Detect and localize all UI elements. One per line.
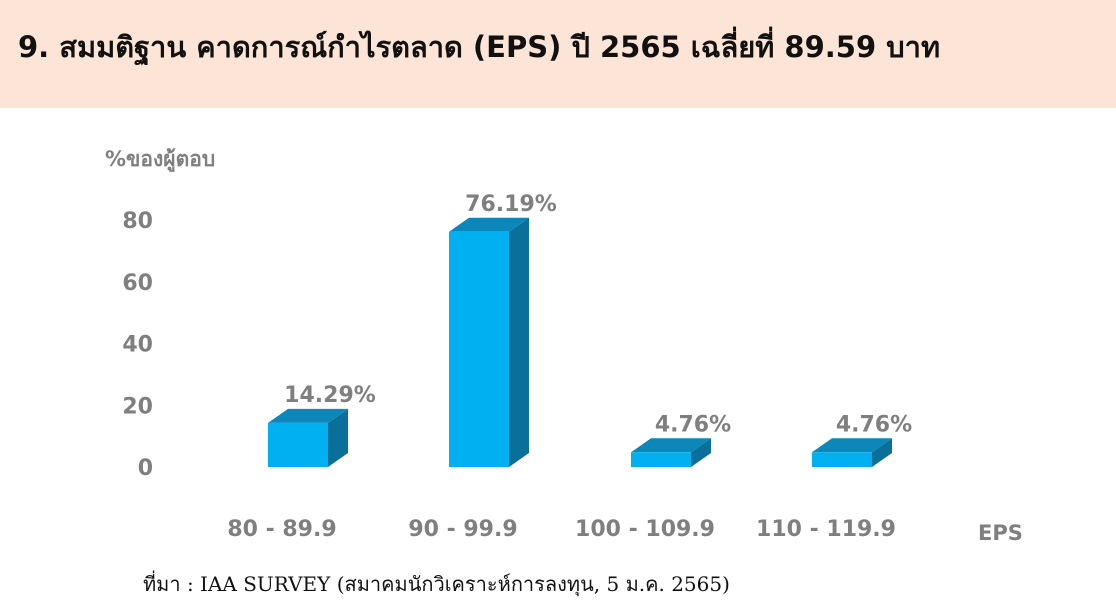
bar-1: [268, 408, 348, 467]
title-banner: 9. สมมติฐาน คาดการณ์กำไรตลาด (EPS) ปี 25…: [0, 0, 1116, 108]
y-tick-label: 80: [122, 209, 153, 234]
bar-front: [268, 422, 328, 467]
bar-4: [812, 438, 892, 467]
eps-bar-chart: %ของผู้ตอบ EPS 0 20 40 60 80 80 - 89.9 90 - 9…: [105, 147, 1023, 545]
x-axis-ticks: 80 - 89.9 90 - 99.9 100 - 109.9 110 - 119.9: [227, 517, 896, 542]
bar-2: [449, 217, 529, 467]
x-tick-label: 80 - 89.9: [227, 517, 336, 542]
bar-front: [449, 231, 509, 467]
y-tick-label: 20: [122, 394, 153, 419]
bar-side: [691, 438, 711, 467]
y-tick-label: 60: [122, 271, 153, 296]
bar-top: [812, 438, 892, 453]
x-tick-label: 100 - 109.9: [575, 517, 715, 542]
data-label: 4.76%: [655, 412, 731, 437]
y-tick-label: 40: [122, 333, 153, 358]
bar-top: [449, 217, 529, 232]
bar-top: [268, 408, 348, 423]
data-label: 14.29%: [284, 383, 376, 408]
data-label: 4.76%: [836, 412, 912, 437]
page-title: 9. สมมติฐาน คาดการณ์กำไรตลาด (EPS) ปี 25…: [18, 30, 941, 64]
y-axis-ticks: 0 20 40 60 80: [122, 209, 153, 481]
bar-front: [631, 452, 691, 467]
y-tick-label: 0: [138, 456, 153, 481]
x-tick-label: 110 - 119.9: [756, 517, 896, 542]
bar-3: [631, 438, 711, 467]
bar-side: [872, 438, 892, 467]
data-label: 76.19%: [465, 192, 557, 217]
x-axis-label: EPS: [978, 521, 1023, 545]
bar-top: [631, 438, 711, 453]
y-axis-label: %ของผู้ตอบ: [105, 147, 215, 173]
bars: [268, 217, 892, 467]
bar-front: [812, 452, 872, 467]
bar-side: [328, 408, 348, 467]
data-labels: 14.29% 76.19% 4.76% 4.76%: [284, 192, 912, 438]
source-note: ที่มา : IAA SURVEY (สมาคมนักวิเคราะห์การ…: [143, 572, 730, 596]
x-tick-label: 90 - 99.9: [408, 517, 517, 542]
bar-side: [509, 217, 529, 467]
